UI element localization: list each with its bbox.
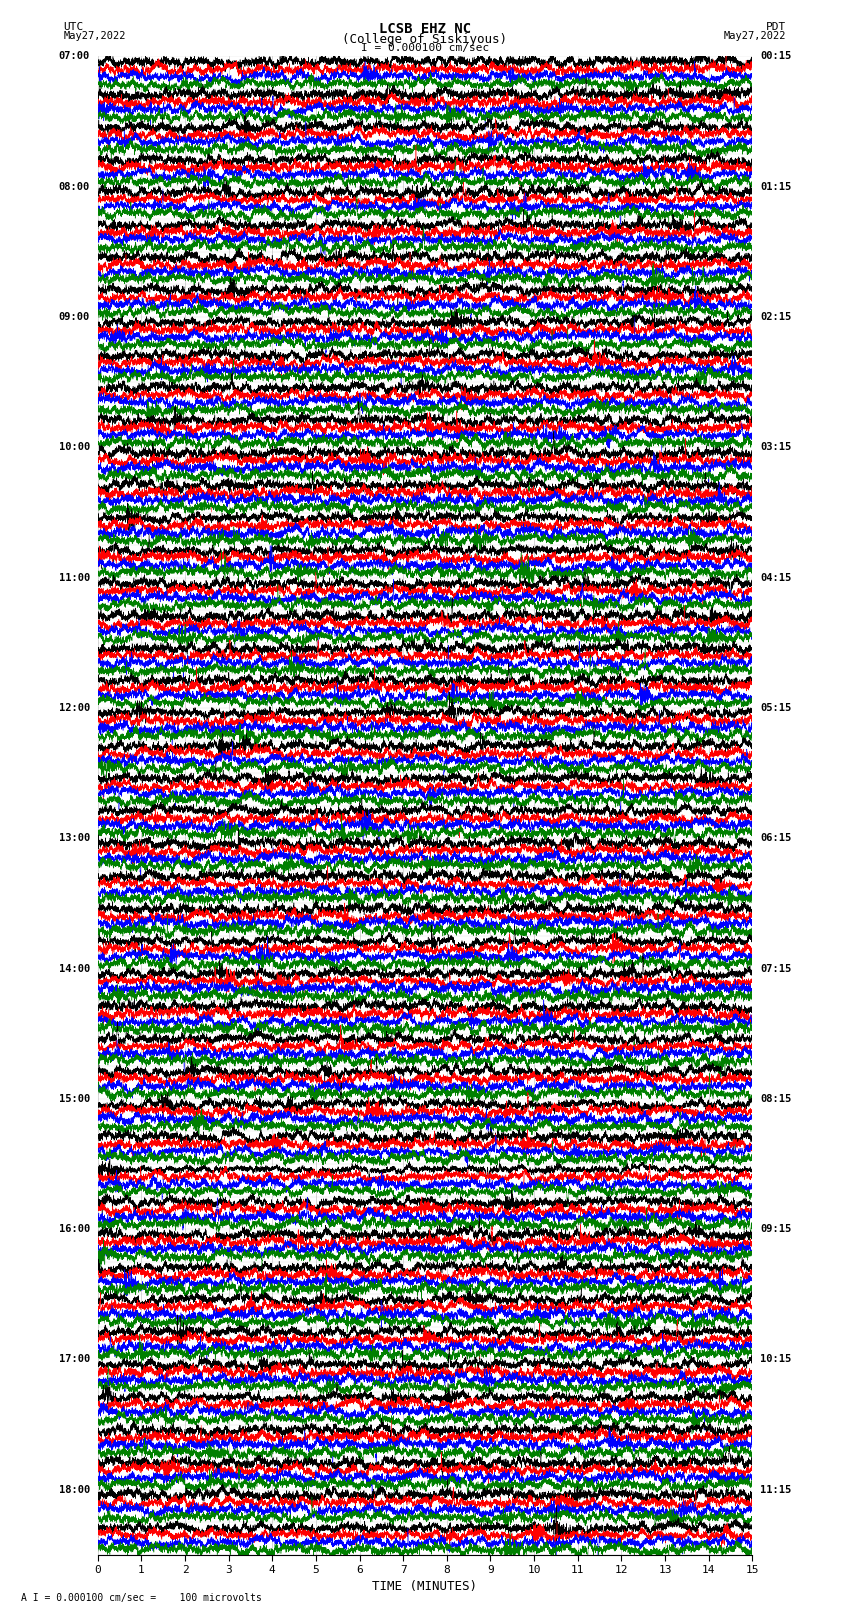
Text: 00:15: 00:15 [760, 52, 791, 61]
Text: 05:15: 05:15 [760, 703, 791, 713]
Text: 03:15: 03:15 [760, 442, 791, 452]
Text: LCSB EHZ NC: LCSB EHZ NC [379, 23, 471, 35]
Text: 11:00: 11:00 [59, 573, 90, 582]
Text: 04:15: 04:15 [760, 573, 791, 582]
Text: UTC: UTC [64, 23, 84, 32]
Text: 13:00: 13:00 [59, 834, 90, 844]
Text: 07:15: 07:15 [760, 963, 791, 974]
Text: 07:00: 07:00 [59, 52, 90, 61]
Text: 17:00: 17:00 [59, 1355, 90, 1365]
Text: PDT: PDT [766, 23, 786, 32]
Text: 06:15: 06:15 [760, 834, 791, 844]
Text: 15:00: 15:00 [59, 1094, 90, 1103]
Text: 08:15: 08:15 [760, 1094, 791, 1103]
Text: 16:00: 16:00 [59, 1224, 90, 1234]
Text: 12:00: 12:00 [59, 703, 90, 713]
Text: 18:00: 18:00 [59, 1486, 90, 1495]
Text: (College of Siskiyous): (College of Siskiyous) [343, 32, 507, 45]
Text: 10:00: 10:00 [59, 442, 90, 452]
Text: May27,2022: May27,2022 [64, 31, 127, 42]
Text: A I = 0.000100 cm/sec =    100 microvolts: A I = 0.000100 cm/sec = 100 microvolts [21, 1594, 262, 1603]
Text: May27,2022: May27,2022 [723, 31, 786, 42]
Text: 09:00: 09:00 [59, 311, 90, 323]
Text: 10:15: 10:15 [760, 1355, 791, 1365]
Text: 08:00: 08:00 [59, 182, 90, 192]
Text: 14:00: 14:00 [59, 963, 90, 974]
Text: I = 0.000100 cm/sec: I = 0.000100 cm/sec [361, 44, 489, 53]
Text: 01:15: 01:15 [760, 182, 791, 192]
Text: 09:15: 09:15 [760, 1224, 791, 1234]
Text: 11:15: 11:15 [760, 1486, 791, 1495]
Text: 02:15: 02:15 [760, 311, 791, 323]
X-axis label: TIME (MINUTES): TIME (MINUTES) [372, 1579, 478, 1592]
